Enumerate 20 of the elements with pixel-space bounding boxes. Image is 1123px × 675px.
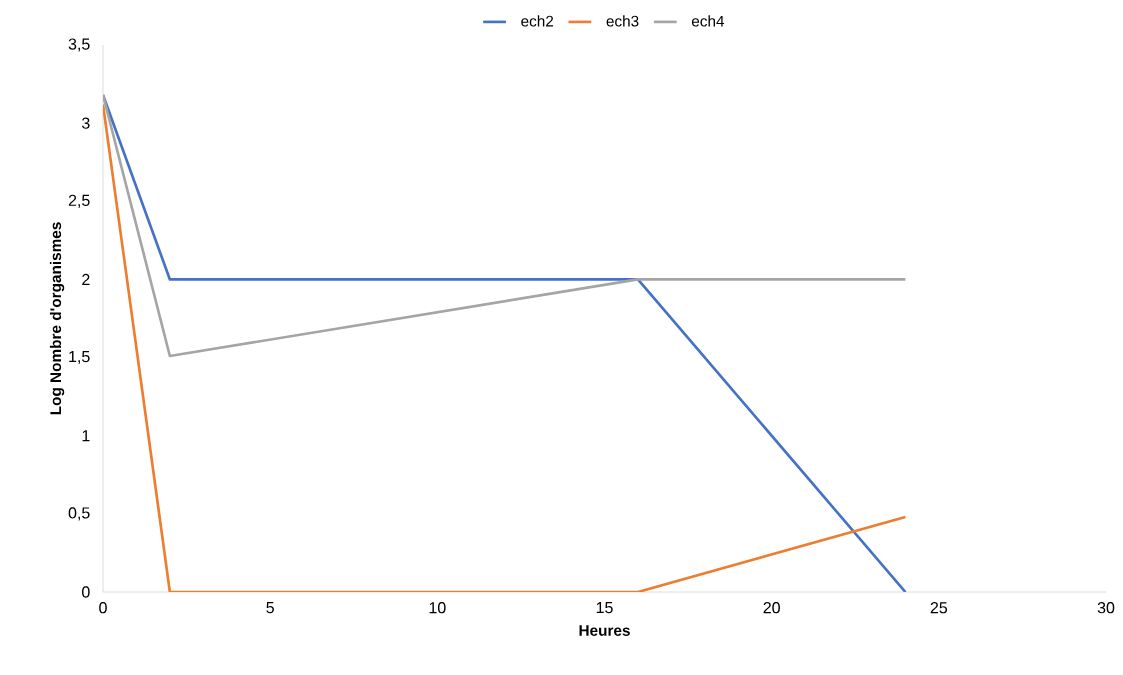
y-tick-label: 0 [82, 586, 90, 598]
y-tick-label: 3,5 [68, 38, 90, 52]
legend-label: ech3 [606, 15, 639, 27]
y-tick-label: 1,5 [69, 351, 90, 365]
x-tick-label: 25 [930, 602, 948, 614]
y-tick-label: 2,5 [68, 194, 90, 208]
y-axis-title: Log Nombre d'organismes [49, 222, 65, 415]
legend-label: ech2 [521, 15, 554, 27]
x-tick-label: 0 [99, 602, 107, 614]
x-tick-label: 10 [429, 602, 446, 614]
x-tick-label: 30 [1097, 602, 1115, 614]
y-tick-label: 0,5 [68, 507, 90, 521]
y-tick-label: 2 [82, 273, 90, 286]
x-tick-label: 5 [266, 602, 274, 614]
y-tick-label: 1 [82, 430, 90, 442]
legend-label: ech4 [691, 15, 725, 27]
y-tick-label: 3 [82, 117, 90, 129]
x-axis-title: Heures [579, 625, 630, 636]
x-tick-label: 20 [763, 602, 780, 614]
x-tick-label: 15 [596, 602, 613, 614]
